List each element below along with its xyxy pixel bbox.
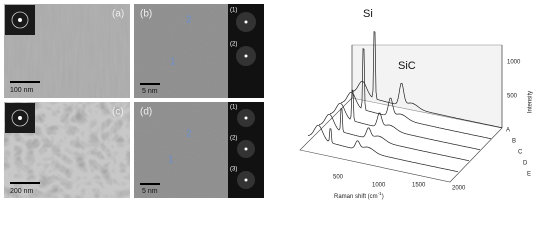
x-axis-label: Raman shift (cm-1) <box>334 191 384 199</box>
x-tick-label: 1000 <box>372 183 386 189</box>
scale-bar: 5 nm <box>142 88 158 95</box>
figure: (a) 100 nm (1) (2) (b) 1 2 5 nm (c) 200 … <box>4 4 534 200</box>
spectrum <box>329 89 481 151</box>
fft-label: (1) <box>230 8 237 14</box>
region-label: 1 <box>170 57 176 68</box>
fft-label: (1) <box>230 105 237 111</box>
series-label: C <box>518 150 523 156</box>
series-label: B <box>512 139 516 145</box>
spectrum <box>307 124 459 173</box>
spectrum <box>340 48 492 140</box>
panel-b: (1) (2) (b) 1 2 5 nm <box>134 4 264 98</box>
panel-c: (c) 200 nm <box>4 102 130 198</box>
x-tick-label: 2000 <box>452 186 466 192</box>
panel-d: (1) (2) (3) (d) 1 2 5 nm <box>134 102 264 198</box>
fft-label: (2) <box>230 42 237 48</box>
panel-label: (b) <box>140 9 152 20</box>
spectrum <box>351 31 503 129</box>
peak-label: Si <box>363 8 373 20</box>
scale-bar: 5 nm <box>142 188 158 195</box>
panel-label: (a) <box>112 9 124 20</box>
region-label: 1 <box>168 155 174 166</box>
raman-plot <box>299 31 503 183</box>
x-tick-label: 500 <box>333 175 344 181</box>
spectrum <box>318 107 470 162</box>
series-label: D <box>523 161 528 167</box>
scale-bar: 200 nm <box>10 188 34 195</box>
region-label: 2 <box>186 129 192 140</box>
panel-label: (d) <box>140 107 152 118</box>
y-tick-label: 500 <box>507 94 518 100</box>
panel-label: (c) <box>112 107 124 118</box>
fft-label: (3) <box>230 167 237 173</box>
y-tick-label: 1000 <box>507 60 521 66</box>
y-axis-label: Intensity <box>528 91 534 113</box>
peak-label: SiC <box>398 60 416 72</box>
scale-bar: 100 nm <box>10 87 34 94</box>
fft-label: (2) <box>230 136 237 142</box>
series-label: E <box>527 172 531 178</box>
panel-a: (a) 100 nm <box>4 4 130 98</box>
region-label: 2 <box>186 15 192 26</box>
series-label: A <box>506 128 510 134</box>
x-tick-label: 1500 <box>412 183 426 189</box>
